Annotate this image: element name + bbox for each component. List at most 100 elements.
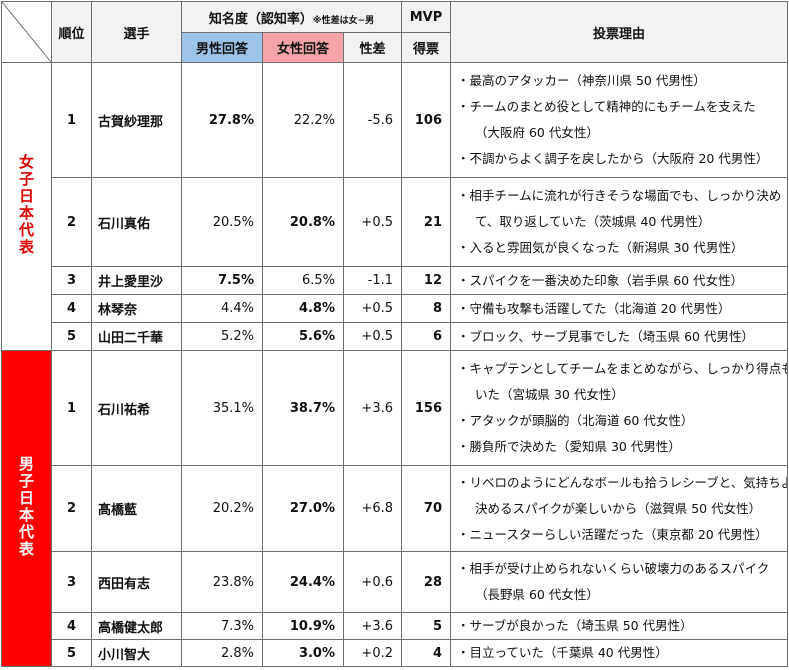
reason-line: ・リベロのようにどんなボールも拾うレシーブと、気持ちよく xyxy=(457,474,788,490)
player-name: 小川智大 xyxy=(91,639,182,667)
mvp-votes: 12 xyxy=(401,266,451,295)
mvp-votes: 6 xyxy=(401,322,451,351)
rank-cell: 4 xyxy=(51,612,92,640)
reason-cell: ・サーブが良かった（埼玉県 50 代男性） xyxy=(450,612,788,640)
mvp-votes: 28 xyxy=(401,551,451,613)
reason-line: ・最高のアタッカー（神奈川県 50 代男性） xyxy=(457,73,706,88)
group-men: 男子日本代表 xyxy=(1,350,52,667)
gender-diff: +0.5 xyxy=(343,177,402,267)
diagonal-line xyxy=(2,2,51,62)
reason-line: （大阪府 60 代女性） xyxy=(475,125,599,140)
player-name: 西田有志 xyxy=(91,551,182,613)
table-row: 2 髙橋藍 20.2% 27.0% +6.8 70 ・リベロのようにどんなボール… xyxy=(2,465,788,552)
reason-cell: ・ブロック、サーブ見事でした（埼玉県 60 代男性） xyxy=(450,322,788,351)
reason-cell: ・守備も攻撃も活躍してた（北海道 20 代男性） xyxy=(450,294,788,323)
mvp-votes: 21 xyxy=(401,177,451,267)
reason-line: て、取り返していた（茨城県 40 代男性） xyxy=(475,214,711,229)
female-rate: 6.5% xyxy=(262,266,344,295)
male-rate: 20.5% xyxy=(181,177,263,267)
table-row: 5 小川智大 2.8% 3.0% +0.2 4 ・目立っていた（千葉県 40 代… xyxy=(2,639,788,667)
male-rate: 27.8% xyxy=(181,62,263,178)
reason-line: ・入ると雰囲気が良くなった（新潟県 30 代男性） xyxy=(457,240,744,255)
reason-line: ・目立っていた（千葉県 40 代男性） xyxy=(457,645,668,660)
reason-line: ・相手チームに流れが行きそうな場面でも、しっかり決め xyxy=(457,188,782,203)
reason-line: ・サーブが良かった（埼玉県 50 代男性） xyxy=(457,618,693,633)
male-rate: 5.2% xyxy=(181,322,263,351)
table-row: 男子日本代表 1 石川祐希 35.1% 38.7% +3.6 156 ・キャプテ… xyxy=(1,350,788,667)
group-women: 女子日本代表 xyxy=(1,62,52,351)
player-name: 髙橋藍 xyxy=(91,465,182,552)
player-name: 石川祐希 xyxy=(91,350,182,466)
male-rate: 35.1% xyxy=(181,350,263,466)
reason-cell: ・最高のアタッカー（神奈川県 50 代男性） ・チームのまとめ役として精神的にも… xyxy=(450,62,788,178)
header-recognition: 知名度（認知率）※性差は女−男 xyxy=(181,1,402,33)
reason-line: 決めるスパイクが楽しいから（滋賀県 50 代女性） xyxy=(475,500,762,516)
rank-cell: 1 xyxy=(51,350,92,466)
rank-cell: 2 xyxy=(51,177,92,267)
table-row: 4 林琴奈 4.4% 4.8% +0.5 8 ・守備も攻撃も活躍してた（北海道 … xyxy=(2,294,788,323)
reason-line: ・相手が受け止められないくらい破壊力のあるスパイク xyxy=(457,561,770,576)
gender-diff: +0.6 xyxy=(343,551,402,613)
male-rate: 7.3% xyxy=(181,612,263,640)
table-row: 3 西田有志 23.8% 24.4% +0.6 28 ・相手が受け止められないく… xyxy=(2,551,788,613)
rank-cell: 4 xyxy=(51,294,92,323)
reason-cell: ・相手が受け止められないくらい破壊力のあるスパイク （長野県 60 代女性） xyxy=(450,551,788,613)
reason-line: ・ニュースターらしい活躍だった（東京都 20 代男性） xyxy=(457,526,768,542)
header-diff: 性差 xyxy=(343,32,402,63)
male-rate: 4.4% xyxy=(181,294,263,323)
reason-line: ・アタックが頭脳的（北海道 60 代女性） xyxy=(457,413,694,428)
player-name: 山田二千華 xyxy=(91,322,182,351)
mvp-votes: 70 xyxy=(401,465,451,552)
table-row: 2 石川真佑 20.5% 20.8% +0.5 21 ・相手チームに流れが行きそ… xyxy=(2,177,788,267)
female-rate: 20.8% xyxy=(262,177,344,267)
mvp-votes: 156 xyxy=(401,350,451,466)
female-rate: 5.6% xyxy=(262,322,344,351)
header-mvp: MVP xyxy=(401,1,451,33)
header-recognition-note: ※性差は女−男 xyxy=(312,15,375,26)
reason-line: ・勝負所で決めた（愛知県 30 代男性） xyxy=(457,439,681,454)
reason-line: ・スパイクを一番決めた印象（岩手県 60 代女性） xyxy=(457,272,744,288)
header-male: 男性回答 xyxy=(181,32,263,63)
gender-diff: +0.5 xyxy=(343,322,402,351)
rank-cell: 3 xyxy=(51,266,92,295)
table-row: 3 井上愛里沙 7.5% 6.5% -1.1 12 ・スパイクを一番決めた印象（… xyxy=(2,266,788,295)
reason-cell: ・目立っていた（千葉県 40 代男性） xyxy=(450,639,788,667)
reason-cell: ・リベロのようにどんなボールも拾うレシーブと、気持ちよく 決めるスパイクが楽しい… xyxy=(450,465,788,552)
header-female: 女性回答 xyxy=(262,32,344,63)
male-rate: 20.2% xyxy=(181,465,263,552)
reason-line: ・チームのまとめ役として精神的にもチームを支えた xyxy=(457,99,756,114)
player-name: 古賀紗理那 xyxy=(91,62,182,178)
reason-cell: ・キャプテンとしてチームをまとめながら、しっかり得点もして いた（宮城県 30 … xyxy=(450,350,788,466)
player-name: 石川真佑 xyxy=(91,177,182,267)
gender-diff: +3.6 xyxy=(343,350,402,466)
header-reason: 投票理由 xyxy=(450,1,788,63)
reason-line: ・守備も攻撃も活躍してた（北海道 20 代男性） xyxy=(457,300,731,316)
reason-cell: ・相手チームに流れが行きそうな場面でも、しっかり決め て、取り返していた（茨城県… xyxy=(450,177,788,267)
female-rate: 38.7% xyxy=(262,350,344,466)
header-player: 選手 xyxy=(91,1,182,63)
female-rate: 24.4% xyxy=(262,551,344,613)
mvp-votes: 106 xyxy=(401,62,451,178)
table-row: 5 山田二千華 5.2% 5.6% +0.5 6 ・ブロック、サーブ見事でした（… xyxy=(2,322,788,351)
female-rate: 4.8% xyxy=(262,294,344,323)
male-rate: 2.8% xyxy=(181,639,263,667)
reason-line: ・ブロック、サーブ見事でした（埼玉県 60 代男性） xyxy=(457,328,754,344)
reason-line: ・不調からよく調子を戻したから（大阪府 20 代男性） xyxy=(457,151,769,166)
gender-diff: +0.2 xyxy=(343,639,402,667)
reason-line: （長野県 60 代女性） xyxy=(475,587,599,602)
male-rate: 23.8% xyxy=(181,551,263,613)
gender-diff: +6.8 xyxy=(343,465,402,552)
corner-cell xyxy=(1,1,52,63)
mvp-votes: 5 xyxy=(401,612,451,640)
female-rate: 10.9% xyxy=(262,612,344,640)
gender-diff: -1.1 xyxy=(343,266,402,295)
header-votes: 得票 xyxy=(401,32,451,63)
rank-cell: 5 xyxy=(51,639,92,667)
mvp-votes: 4 xyxy=(401,639,451,667)
reason-line: いた（宮城県 30 代女性） xyxy=(475,387,624,402)
male-rate: 7.5% xyxy=(181,266,263,295)
rank-cell: 3 xyxy=(51,551,92,613)
reason-line: ・キャプテンとしてチームをまとめながら、しっかり得点もして xyxy=(457,361,788,376)
rank-cell: 1 xyxy=(51,62,92,178)
gender-diff: +3.6 xyxy=(343,612,402,640)
